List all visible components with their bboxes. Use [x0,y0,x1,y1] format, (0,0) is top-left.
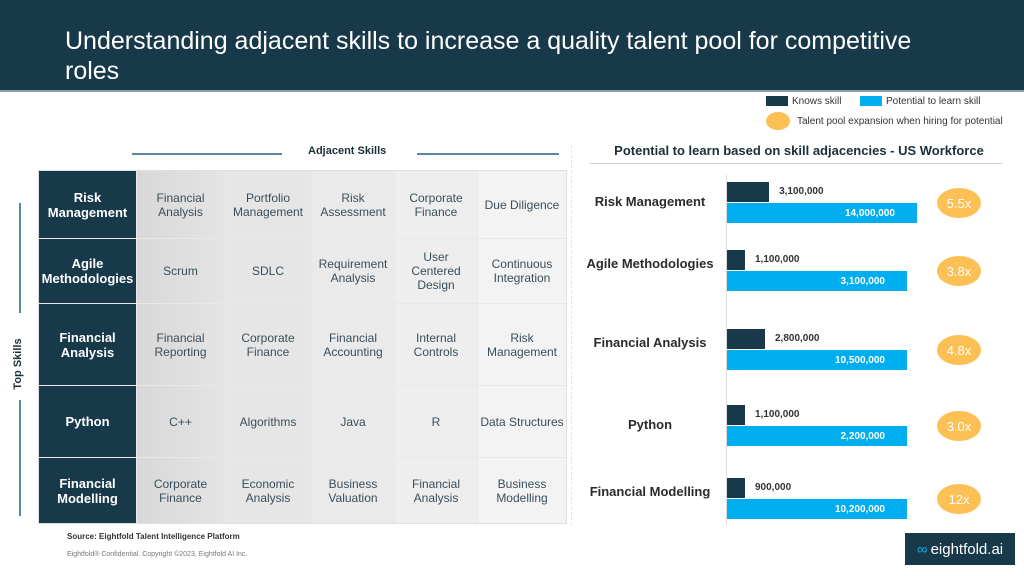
bar-knows [727,250,745,270]
page-title: Understanding adjacent skills to increas… [65,27,912,85]
value-label-knows: 2,800,000 [775,333,820,344]
adjacent-skill: Corporate Finance [137,458,224,523]
adjacent-skill: Risk Management [478,304,566,385]
adjacent-skill: Algorithms [225,386,311,457]
up-arrow-line [19,203,21,313]
y-axis-title: Top Skills [12,338,24,390]
adjacent-skill: Internal Controls [395,304,477,385]
category-label: Risk Management [594,194,706,209]
bar-knows [727,329,765,349]
right-arrow-line [417,153,559,155]
expansion-bubble: 5.5x [937,188,981,218]
category-label: Python [627,417,673,432]
bar-potential [727,426,907,446]
value-label-potential: 10,500,000 [834,355,885,366]
bar-knows [727,405,745,425]
bar-potential [727,271,907,291]
chart-axis [726,175,727,525]
chart-title: Potential to learn based on skill adjace… [614,143,984,158]
adjacent-skill: Corporate Finance [225,304,311,385]
adjacent-skill: Economic Analysis [225,458,311,523]
source: Source: Eightfold Talent Intelligence Pl… [67,532,240,541]
left-arrow-line [132,153,282,155]
legend-swatch-expansion [766,112,790,130]
adjacent-skill: Financial Analysis [395,458,477,523]
value-label-knows: 3,100,000 [779,186,824,197]
adjacent-skill: Financial Accounting [312,304,394,385]
skills-matrix: Risk Management Financial Analysis Portfol… [38,170,567,524]
value-label-potential: 10,200,000 [834,504,885,515]
adjacent-skill: Business Modelling [478,458,566,523]
logo-icon: ∞ [916,540,928,558]
value-label-potential: 2,200,000 [840,431,886,442]
x-axis-title: Adjacent Skills [308,145,387,157]
bar-potential [727,350,907,370]
adjacent-skill: Corporate Finance [395,171,477,238]
adjacent-skill: Business Valuation [312,458,394,523]
bar-knows [727,478,745,498]
expansion-bubble: 3.8x [937,256,981,286]
logo-text: eightfold.ai [930,540,1004,558]
top-skill: Financial Modelling [39,458,136,523]
copyright: Eightfold® Confidential. Copyright ©2023… [67,551,248,558]
adjacent-skill: C++ [137,386,224,457]
expansion-bubble: 4.8x [937,335,981,365]
value-label-knows: 900,000 [755,482,792,493]
top-skill: Risk Management [39,171,136,238]
adjacent-skill: Risk Assessment [312,171,394,238]
adjacent-skill: Requirement Analysis [312,239,394,303]
bar-knows [727,182,770,202]
legend-swatch-knows [766,96,788,106]
top-skill: Python [39,386,136,457]
top-skill: Financial Analysis [39,304,136,385]
value-label-potential: 3,100,000 [840,276,886,287]
category-label: Agile Methodologies [586,256,714,271]
eightfold-logo: ∞ eightfold.ai [905,533,1015,565]
legend-knows: Knows skill [792,96,842,107]
divider [571,145,572,525]
value-label-potential: 14,000,000 [844,208,895,219]
adjacent-skill: SDLC [225,239,311,303]
legend-swatch-potential [860,96,882,106]
value-label-knows: 1,100,000 [755,254,800,265]
adjacent-skill: Portfolio Management [225,171,311,238]
adjacent-skill: Continuous Integration [478,239,566,303]
bar-potential [727,499,907,519]
adjacent-skill: R [395,386,477,457]
legend-expansion: Talent pool expansion when hiring for po… [797,116,1003,127]
expansion-bubble: 3.0x [937,411,981,441]
category-label: Financial Modelling [589,484,711,499]
bar-potential [727,203,917,223]
adjacent-skill: Java [312,386,394,457]
adjacent-skill: Scrum [137,239,224,303]
expansion-bubble: 12x [937,484,981,514]
value-label-knows: 1,100,000 [755,409,800,420]
legend-potential: Potential to learn skill [886,96,981,107]
adjacent-skill: Financial Reporting [137,304,224,385]
adjacent-skill: Financial Analysis [137,171,224,238]
chart-title-rule [590,163,1002,164]
down-arrow-line [19,400,21,516]
adjacent-skill: User Centered Design [395,239,477,303]
category-label: Financial Analysis [593,335,707,350]
adjacent-skill: Data Structures [478,386,566,457]
top-skill: Agile Methodologies [39,239,136,303]
adjacent-skill: Due Diligence [478,171,566,238]
title-bar: Understanding adjacent skills to increas… [0,0,1024,92]
